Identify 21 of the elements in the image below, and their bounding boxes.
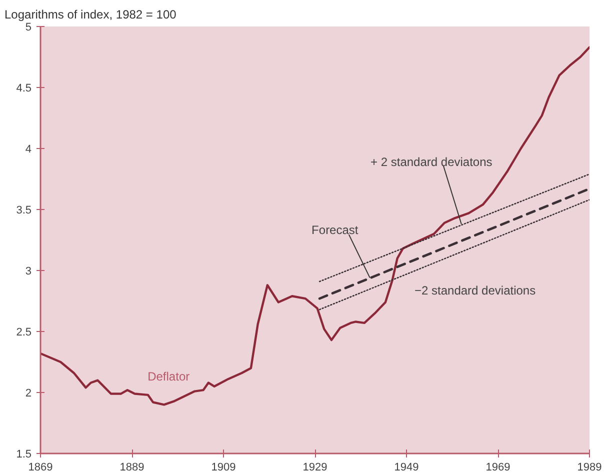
y-tick-label: 1.5 — [16, 448, 32, 460]
y-tick-label: 3 — [25, 266, 32, 278]
y-tick-label: 3.5 — [16, 204, 32, 216]
y-tick-label: 4 — [25, 144, 32, 156]
x-tick-label: 1969 — [486, 462, 510, 473]
annotation: Deflator — [148, 369, 190, 384]
x-tick-label: 1949 — [394, 462, 419, 473]
x-tick-label: 1869 — [28, 462, 53, 473]
line-series — [40, 46, 590, 406]
x-tick-label: 1929 — [302, 462, 328, 473]
annotation: Forecast — [312, 222, 359, 237]
y-tick-label: 5 — [25, 22, 32, 34]
x-tick-label: 1989 — [577, 462, 602, 473]
y-tick-label: 2 — [25, 388, 32, 400]
annotation: −2 standard deviations — [414, 284, 536, 298]
x-tick-label: 1889 — [120, 462, 144, 473]
annotation: + 2 standard deviatons — [370, 155, 492, 170]
y-tick-label: 2.5 — [16, 326, 32, 338]
y-tick-label: 4.5 — [16, 82, 32, 94]
chart-title: Logarithms of index, 1982 = 100 — [4, 8, 177, 22]
x-tick-label: 1909 — [211, 462, 236, 473]
